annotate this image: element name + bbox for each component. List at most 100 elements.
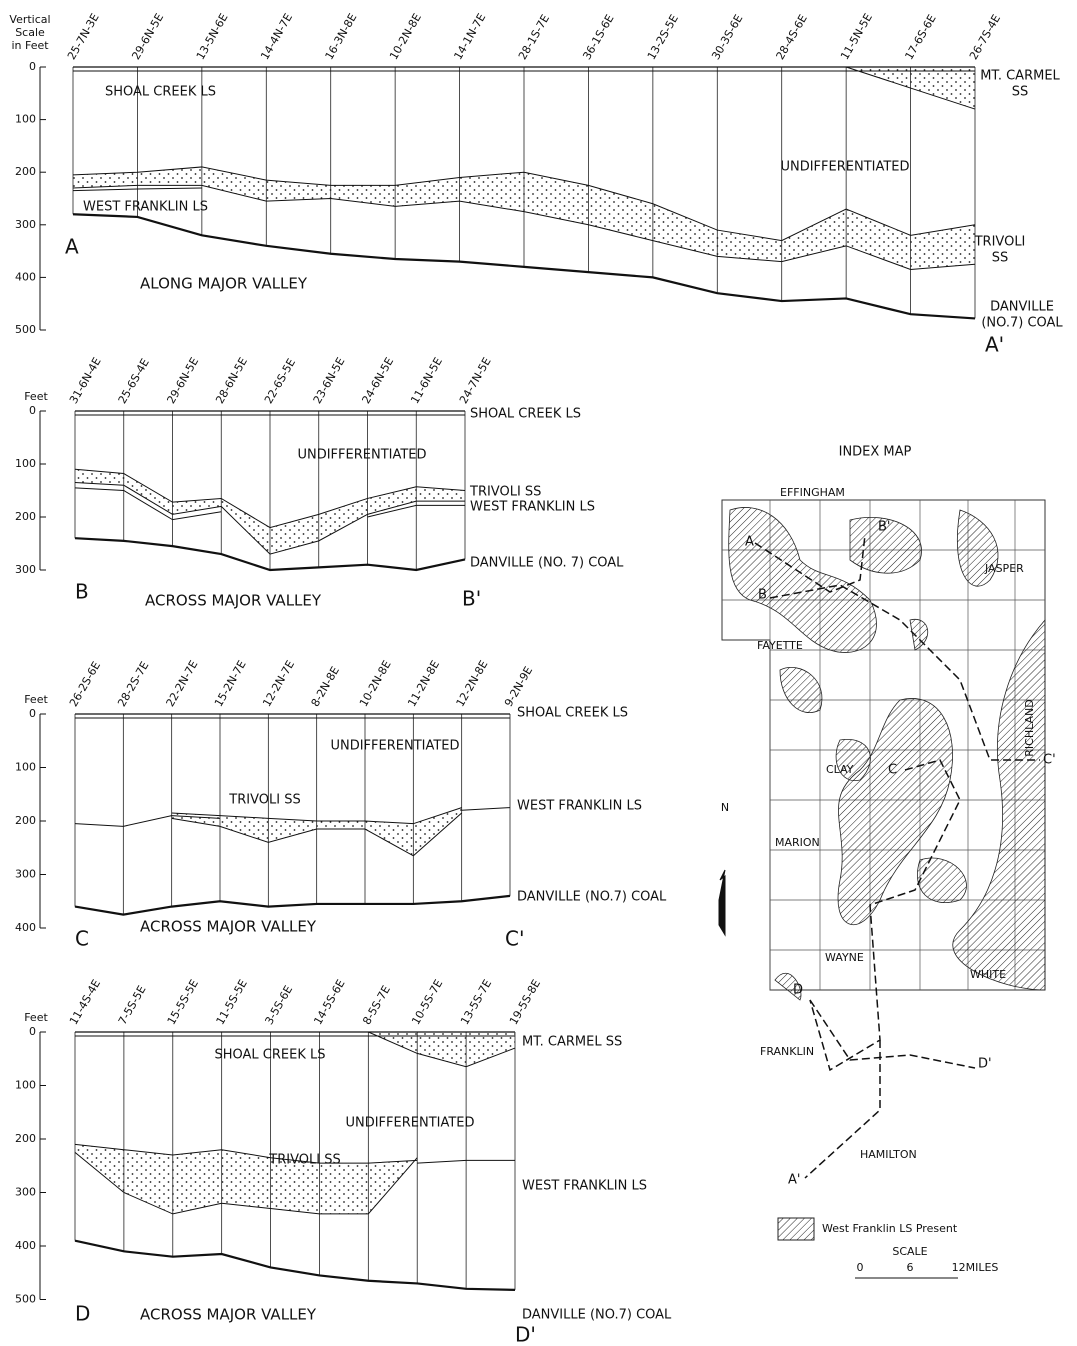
y-tick-label: 300: [15, 868, 36, 881]
section-letter: C: [75, 927, 89, 951]
y-tick-label: 0: [29, 60, 36, 73]
well-label: 13-5S-7E: [458, 977, 494, 1027]
unit-label: SS: [1012, 85, 1029, 100]
well-label: 10-2N-8E: [387, 11, 424, 62]
well-label: 26-2S-6E: [67, 659, 103, 709]
well-label: 31-6N-4E: [67, 355, 104, 406]
y-tick-label: 400: [15, 1239, 36, 1252]
well-label: 28-4S-6E: [774, 12, 810, 62]
y-tick-label: 0: [29, 1025, 36, 1038]
unit-label: UNDIFFERENTIATED: [345, 1116, 474, 1131]
county-label: MARION: [775, 836, 820, 849]
well-label: 17-6S-6E: [903, 12, 939, 62]
county-label: RICHLAND: [1023, 699, 1036, 756]
well-label: 14-4N-7E: [258, 11, 295, 62]
section-subtitle: ACROSS MAJOR VALLEY: [145, 592, 322, 610]
well-label: 15-5S-5E: [165, 977, 201, 1027]
unit-label: TRIVOLI SS: [469, 485, 541, 500]
unit-label: WEST FRANKLIN LS: [522, 1179, 647, 1194]
county-label: WAYNE: [825, 951, 864, 964]
unit-label: SHOAL CREEK LS: [105, 85, 216, 100]
county-label: CLAY: [826, 763, 854, 776]
section-letter: D': [515, 1323, 536, 1346]
unit-label: DANVILLE: [990, 300, 1054, 315]
y-tick-label: 200: [15, 1132, 36, 1145]
county-label: WHITE: [970, 968, 1006, 981]
unit-label: DANVILLE (NO.7) COAL: [522, 1308, 672, 1323]
scale-title: in Feet: [11, 39, 49, 52]
unit-label: WEST FRANKLIN LS: [470, 500, 595, 515]
well-label: 10-2N-8E: [357, 658, 394, 709]
y-tick-label: 300: [15, 218, 36, 231]
coal-bed: [75, 896, 510, 915]
y-tick-label: 0: [29, 404, 36, 417]
section-letter: A': [985, 333, 1004, 357]
legend-label: West Franklin LS Present: [822, 1222, 958, 1235]
section-subtitle: ACROSS MAJOR VALLEY: [140, 918, 317, 936]
unit-label: SHOAL CREEK LS: [215, 1048, 326, 1063]
county-label: JASPER: [984, 562, 1024, 575]
well-label: 12-2N-8E: [454, 658, 491, 709]
well-label: 22-6S-5E: [262, 356, 298, 406]
well-label: 28-2S-7E: [115, 659, 151, 709]
north-arrow: [719, 870, 725, 935]
cross-section: Feet010020030040050011-4S-4E7-5S-5E15-5S…: [15, 977, 672, 1346]
well-label: 12-2N-7E: [260, 658, 297, 709]
well-label: 26-7S-4E: [967, 12, 1003, 62]
map-point: C: [888, 763, 897, 778]
map-point: B: [758, 588, 767, 603]
horizon: [462, 808, 510, 811]
county-label: FRANKLIN: [760, 1045, 814, 1058]
north-label: N: [721, 801, 729, 814]
cross-sections: VerticalScalein Feet010020030040050025-7…: [9, 11, 1063, 1346]
y-tick-label: 200: [15, 165, 36, 178]
scale-title: Scale: [15, 26, 45, 39]
coal-bed: [75, 1241, 515, 1290]
well-label: 11-4S-4E: [67, 977, 103, 1027]
well-label: 15-2N-7E: [212, 658, 249, 709]
unit-label: DANVILLE (NO. 7) COAL: [470, 556, 624, 571]
section-letter: B': [462, 587, 481, 611]
y-tick-label: 100: [15, 761, 36, 774]
well-label: 10-5S-7E: [409, 977, 445, 1027]
map-point: C': [1043, 753, 1056, 768]
y-tick-label: 400: [15, 270, 36, 283]
section-letter: D: [75, 1302, 90, 1326]
well-label: 3-5S-6E: [262, 983, 295, 1027]
y-tick-label: 200: [15, 510, 36, 523]
map-point: A: [745, 535, 754, 550]
well-label: 29-6N-5E: [164, 355, 201, 406]
y-tick-label: 0: [29, 707, 36, 720]
section-subtitle: ALONG MAJOR VALLEY: [140, 275, 308, 293]
legend-swatch: [778, 1218, 814, 1240]
unit-label: WEST FRANKLIN LS: [83, 200, 208, 215]
well-label: 24-7N-5E: [457, 355, 494, 406]
y-tick-label: 300: [15, 1186, 36, 1199]
scale-label: 12MILES: [952, 1261, 999, 1274]
sandstone: [75, 1144, 417, 1214]
county-label: EFFINGHAM: [780, 486, 845, 499]
scale-title: Vertical: [9, 13, 50, 26]
well-label: 25-7N-3E: [65, 11, 102, 62]
y-tick-label: 200: [15, 814, 36, 827]
unit-label: WEST FRANKLIN LS: [517, 799, 642, 814]
map-point: D: [793, 983, 803, 998]
unit-label: MT. CARMEL SS: [522, 1035, 622, 1050]
well-label: 11-5S-5E: [214, 977, 250, 1027]
west-franklin-area: [729, 507, 1045, 1000]
section-letter: B: [75, 580, 89, 604]
well-label: 13-5N-6E: [194, 11, 231, 62]
y-tick-label: 400: [15, 921, 36, 934]
unit-label: UNDIFFERENTIATED: [297, 448, 426, 463]
unit-label: TRIVOLI SS: [268, 1153, 340, 1168]
unit-label: DANVILLE (NO.7) COAL: [517, 890, 667, 905]
county-label: HAMILTON: [860, 1148, 917, 1161]
well-label: 30-3S-6E: [709, 12, 745, 62]
county-label: FAYETTE: [757, 639, 803, 652]
well-label: 8-2N-8E: [309, 664, 342, 709]
y-tick-label: 300: [15, 563, 36, 576]
well-label: 9-2N-9E: [502, 664, 535, 709]
scale-title: Feet: [24, 693, 48, 706]
